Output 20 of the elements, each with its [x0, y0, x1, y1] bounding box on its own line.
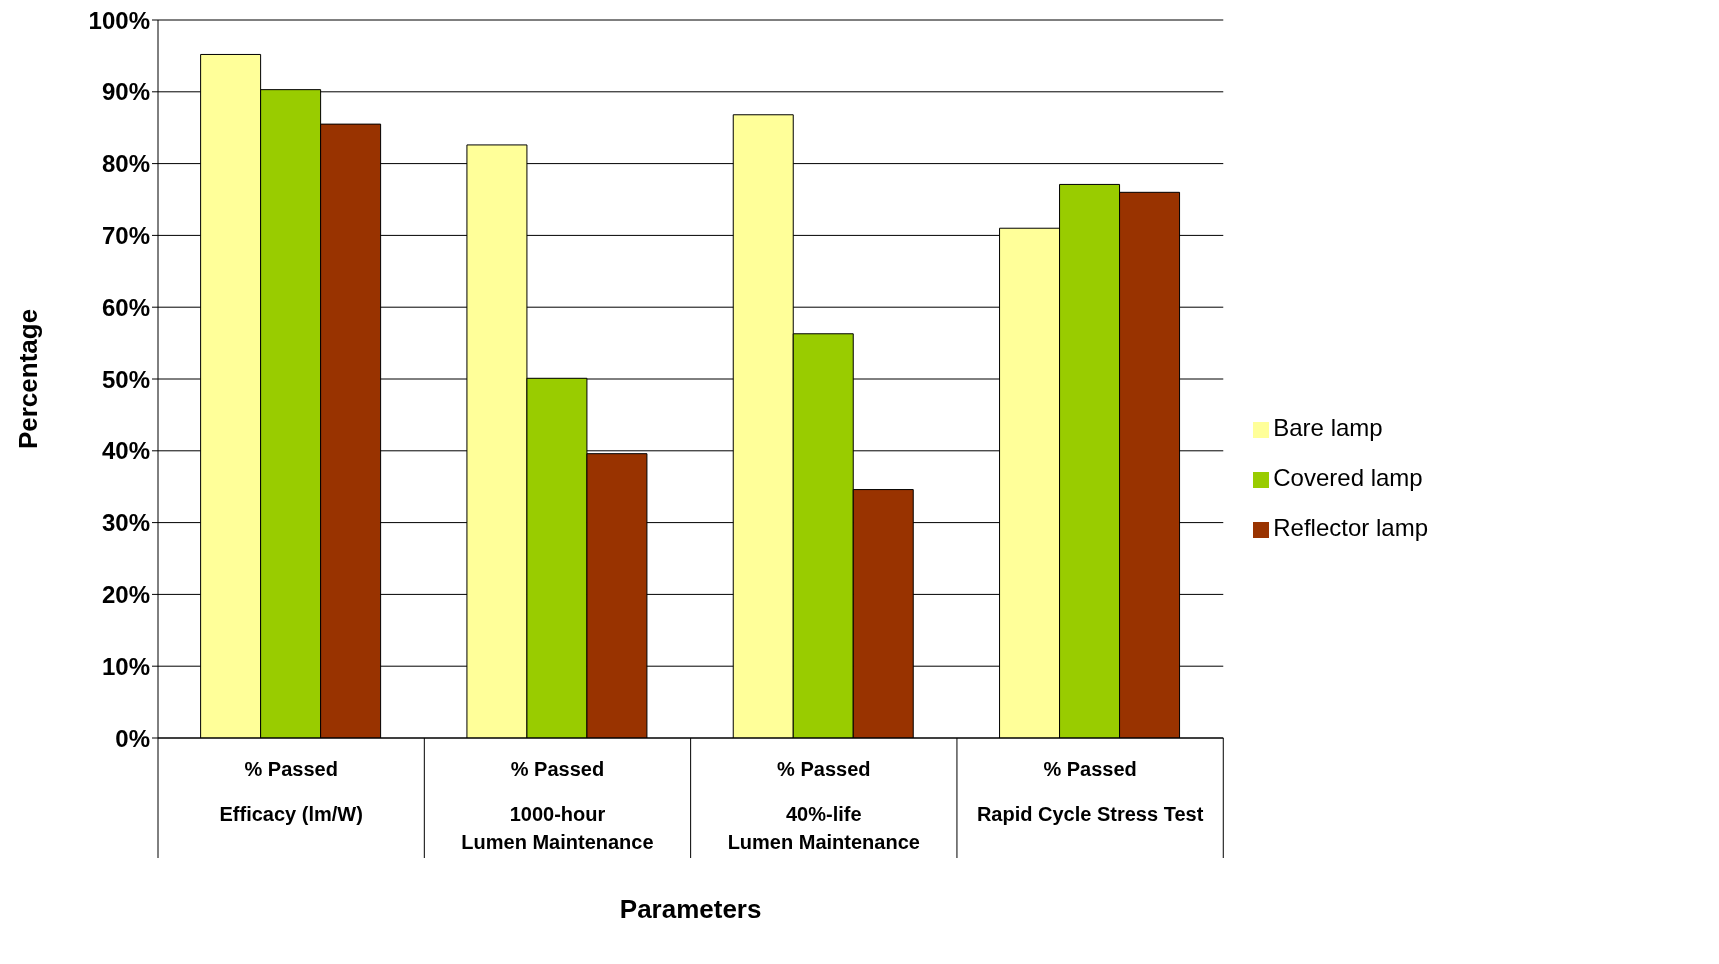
y-tick-label: 100%	[88, 6, 150, 34]
y-tick-label: 30%	[101, 509, 150, 537]
y-tick-label: 50%	[101, 365, 150, 393]
y-tick-label: 60%	[101, 293, 150, 321]
y-tick-label: 0%	[115, 724, 150, 752]
y-tick-label: 70%	[101, 221, 150, 249]
y-tick-label: 40%	[101, 437, 150, 465]
x-tick-label: % Passed 1000-hour Lumen Maintenance	[461, 758, 654, 853]
legend-label: Reflector lamp	[1273, 514, 1428, 541]
x-tick-label: % Passed 40%-life Lumen Maintenance	[727, 758, 920, 853]
x-axis-title: Parameters	[619, 894, 762, 924]
x-tick-label: % Passed Efficacy (lm/W)	[219, 758, 363, 825]
y-tick-label: 10%	[101, 652, 150, 680]
legend-label: Bare lamp	[1273, 414, 1383, 441]
legend-label: Covered lamp	[1273, 464, 1423, 491]
y-tick-label: 80%	[101, 150, 150, 178]
y-tick-label: 90%	[101, 78, 150, 106]
y-tick-label: 20%	[101, 580, 150, 608]
y-axis-title: Percentage	[13, 308, 44, 450]
x-tick-label: % Passed Rapid Cycle Stress Test	[976, 758, 1204, 825]
